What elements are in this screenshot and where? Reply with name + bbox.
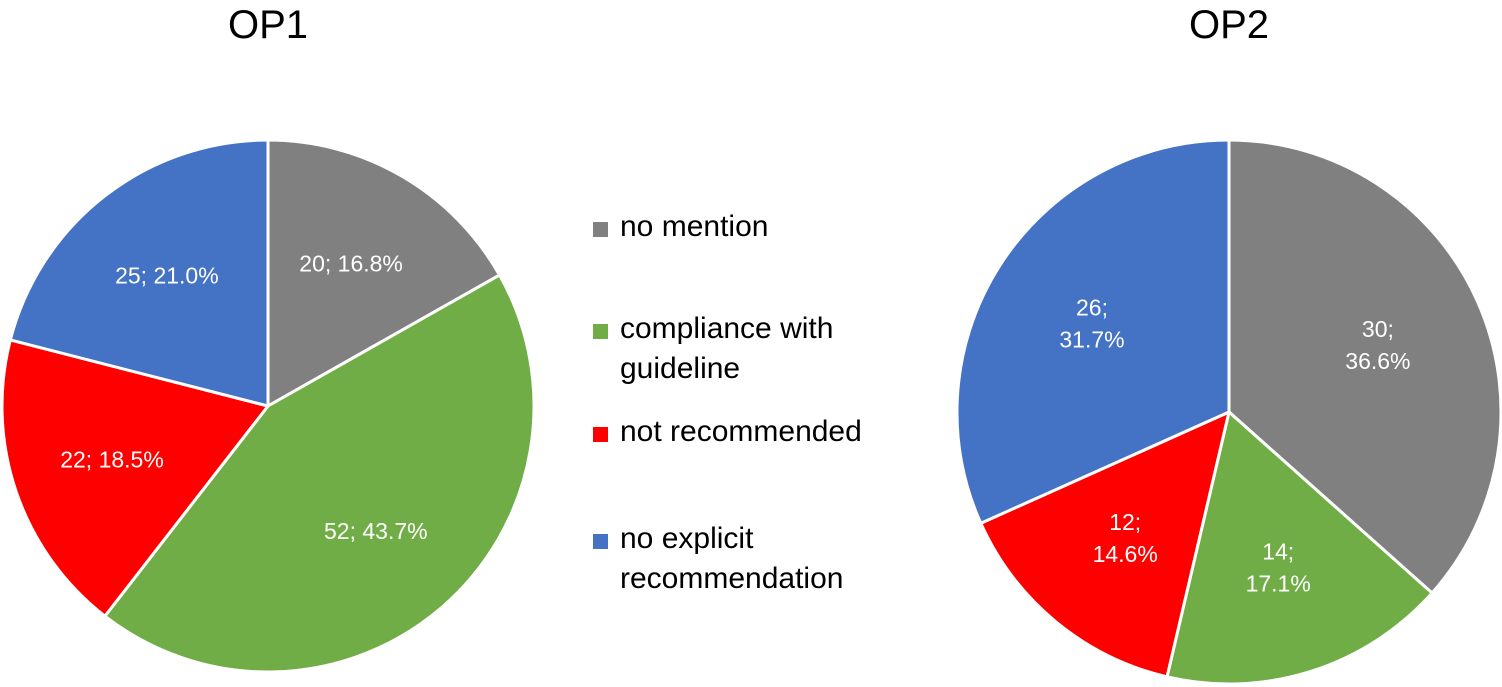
pie-chart-op1: OP1 20; 16.8% 52; 43.7% 22; 18.5% 25; 21.0% bbox=[0, 3, 536, 674]
legend-label: compliance with guideline bbox=[620, 312, 833, 385]
slice-data-label: 12; 14.6% bbox=[1093, 509, 1158, 567]
legend-swatch bbox=[593, 534, 608, 549]
pie-labels-op1: 20; 16.8% 52; 43.7% 22; 18.5% 25; 21.0% bbox=[60, 251, 427, 544]
legend-item-no-explicit-recommendation: no explicit recommendation bbox=[593, 522, 843, 595]
slice-data-label: 14; 17.1% bbox=[1246, 539, 1311, 597]
pie-chart-op2: OP2 30; 36.6% 14; 17.1% 12; 14.6% 26; 31.7% bbox=[955, 3, 1502, 686]
legend-item-no-mention: no mention bbox=[593, 210, 768, 243]
legend-swatch bbox=[593, 222, 608, 237]
pie-slices-op1 bbox=[0, 138, 536, 674]
chart-title-op2: OP2 bbox=[1189, 3, 1269, 47]
pie-labels-op2: 30; 36.6% 14; 17.1% 12; 14.6% 26; 31.7% bbox=[1059, 294, 1410, 596]
pie-slices-op2 bbox=[955, 138, 1502, 686]
slice-data-label: 52; 43.7% bbox=[324, 518, 428, 544]
legend-label: no explicit recommendation bbox=[620, 522, 843, 595]
slice-data-label: 22; 18.5% bbox=[60, 446, 164, 472]
chart-title-op1: OP1 bbox=[228, 3, 308, 47]
legend-label: not recommended bbox=[620, 415, 862, 448]
pie-slice-not-recommended bbox=[979, 410, 1231, 679]
slice-data-label: 30; 36.6% bbox=[1345, 316, 1410, 374]
legend-swatch bbox=[593, 324, 608, 339]
pie-slice-not-recommended bbox=[0, 338, 270, 618]
pie-slice-no-mention bbox=[1227, 138, 1502, 595]
pie-slice-no-explicit-recommendation bbox=[955, 138, 1231, 525]
legend-label: no mention bbox=[620, 210, 768, 243]
slice-data-label: 25; 21.0% bbox=[115, 263, 219, 289]
legend-swatch bbox=[593, 427, 608, 442]
legend-item-not-recommended: not recommended bbox=[593, 415, 862, 448]
slice-data-label: 26; 31.7% bbox=[1059, 294, 1124, 352]
pie-slice-no-explicit-recommendation bbox=[8, 138, 270, 408]
pie-slice-compliance-with-guideline bbox=[1165, 410, 1434, 686]
pie-slice-compliance-with-guideline bbox=[103, 273, 536, 674]
slice-data-label: 20; 16.8% bbox=[299, 251, 403, 277]
legend: no mention compliance with guideline not re… bbox=[593, 210, 862, 595]
pie-slice-no-mention bbox=[266, 138, 502, 408]
legend-item-compliance-with-guideline: compliance with guideline bbox=[593, 312, 833, 385]
